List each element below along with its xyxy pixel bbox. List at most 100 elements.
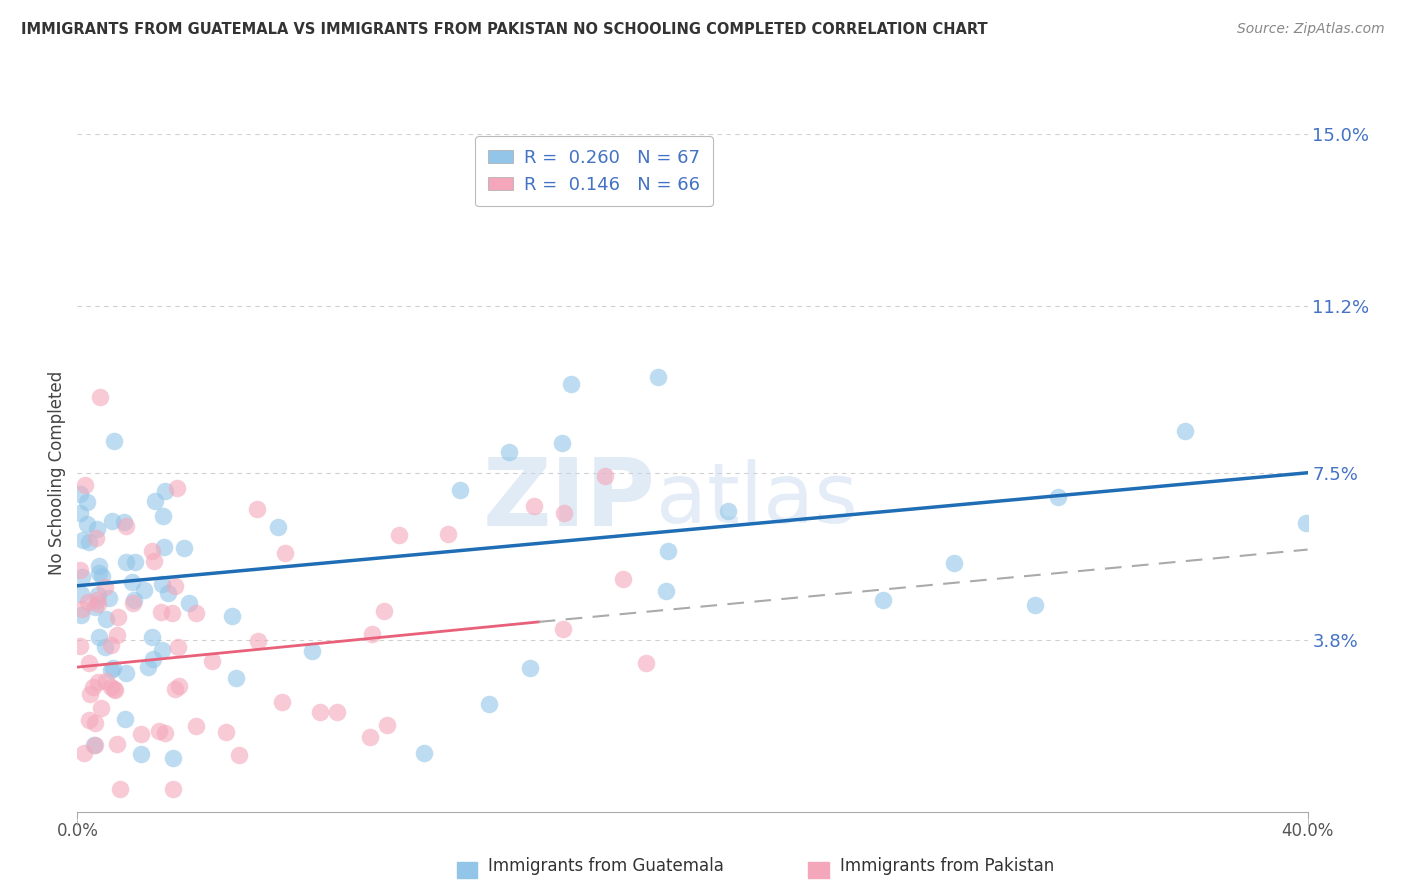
Point: [153, 483, 176, 498]
Point: [267, 520, 290, 534]
Point: [148, 723, 170, 738]
Point: [94, 640, 117, 655]
Text: ZIP: ZIP: [482, 454, 655, 546]
Point: [87, 566, 110, 580]
Point: [129, 727, 152, 741]
Point: [162, 750, 184, 764]
Point: [114, 712, 136, 726]
Point: [551, 436, 574, 450]
Point: [100, 664, 122, 678]
Point: [655, 584, 678, 599]
Point: [94, 580, 117, 594]
Point: [134, 582, 156, 597]
Point: [70, 569, 93, 583]
Point: [84, 716, 107, 731]
Point: [69, 639, 91, 653]
Point: [72, 533, 94, 548]
Point: [657, 543, 679, 558]
Point: [86, 592, 108, 607]
Point: [150, 642, 173, 657]
Point: [449, 483, 471, 498]
Point: [215, 724, 238, 739]
Point: [271, 695, 294, 709]
Point: [103, 661, 125, 675]
Point: [167, 640, 190, 655]
Point: [141, 651, 163, 665]
Point: [83, 600, 105, 615]
Point: [87, 558, 110, 573]
Point: [165, 681, 187, 696]
Point: [94, 612, 117, 626]
Point: [101, 514, 124, 528]
Point: [519, 661, 541, 675]
Point: [76, 517, 98, 532]
Point: [141, 630, 163, 644]
Point: [1174, 424, 1197, 438]
Point: [301, 644, 323, 658]
Text: Immigrants from Pakistan: Immigrants from Pakistan: [839, 856, 1054, 875]
Point: [69, 563, 91, 577]
Text: atlas: atlas: [655, 459, 858, 541]
Point: [114, 556, 136, 570]
Point: [107, 610, 129, 624]
Point: [129, 747, 152, 761]
Point: [83, 738, 105, 752]
Point: [103, 681, 125, 696]
Point: [612, 572, 634, 586]
Point: [551, 622, 574, 636]
Point: [872, 592, 894, 607]
Point: [478, 697, 501, 711]
Point: [152, 540, 174, 554]
Point: [90, 700, 112, 714]
Legend: R =  0.260   N = 67, R =  0.146   N = 66: R = 0.260 N = 67, R = 0.146 N = 66: [475, 136, 713, 206]
Point: [1295, 516, 1317, 530]
Point: [173, 541, 195, 556]
Point: [86, 531, 108, 545]
Point: [163, 579, 186, 593]
Point: [124, 555, 146, 569]
Point: [177, 596, 200, 610]
Point: [73, 746, 96, 760]
Point: [121, 574, 143, 589]
Point: [373, 603, 395, 617]
Point: [184, 718, 207, 732]
Point: [498, 444, 520, 458]
Point: [201, 654, 224, 668]
Point: [107, 737, 129, 751]
Point: [82, 680, 104, 694]
Point: [152, 508, 174, 523]
Point: [942, 556, 965, 570]
Point: [221, 609, 243, 624]
Text: Immigrants from Guatemala: Immigrants from Guatemala: [488, 856, 724, 875]
Point: [636, 657, 658, 671]
Point: [115, 518, 138, 533]
Point: [104, 682, 127, 697]
Point: [160, 606, 183, 620]
Point: [377, 718, 399, 732]
Point: [436, 527, 458, 541]
Text: IMMIGRANTS FROM GUATEMALA VS IMMIGRANTS FROM PAKISTAN NO SCHOOLING COMPLETED COR: IMMIGRANTS FROM GUATEMALA VS IMMIGRANTS …: [21, 22, 987, 37]
Point: [94, 674, 117, 689]
Point: [388, 528, 411, 542]
Point: [167, 680, 190, 694]
Point: [412, 746, 434, 760]
Point: [90, 569, 112, 583]
Point: [89, 391, 111, 405]
Point: [112, 515, 135, 529]
Point: [136, 660, 159, 674]
Point: [523, 499, 546, 513]
Point: [246, 634, 269, 648]
Y-axis label: No Schooling Completed: No Schooling Completed: [48, 371, 66, 574]
Point: [184, 606, 207, 620]
Point: [647, 370, 669, 384]
Point: [86, 588, 108, 602]
Point: [274, 546, 297, 560]
Text: Source: ZipAtlas.com: Source: ZipAtlas.com: [1237, 22, 1385, 37]
Point: [79, 713, 101, 727]
Point: [79, 656, 101, 670]
Point: [69, 506, 91, 520]
Point: [87, 630, 110, 644]
Point: [228, 748, 250, 763]
Point: [97, 591, 120, 606]
Point: [79, 687, 101, 701]
